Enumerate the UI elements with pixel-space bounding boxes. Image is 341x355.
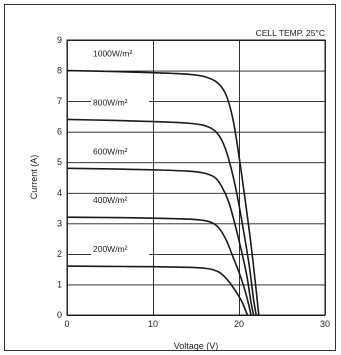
y-tick-label: 2 [57,249,62,259]
y-axis-title: Current (A) [29,155,39,200]
x-tick-labels: 0 10 20 30 [64,319,330,329]
y-tick-label: 4 [57,188,62,198]
annotation-bg [253,27,327,39]
cell-temp-annotation: CELL TEMP. 25°C [256,28,325,38]
y-tick-label: 7 [57,96,62,106]
series-label-bg [91,244,149,256]
series-label-bg [91,195,149,207]
y-tick-label: 6 [57,127,62,137]
y-tick-label: 0 [57,310,62,320]
y-tick-label: 3 [57,218,62,228]
series-lines [66,69,260,316]
series-line [66,265,249,316]
series-label-bg [91,97,149,109]
plot-area-border [66,39,326,316]
x-tick-label: 10 [148,319,158,329]
x-axis-title: Voltage (V) [174,341,219,351]
grid [67,40,326,316]
y-tick-label: 8 [57,66,62,76]
series-line [66,69,260,316]
series-label: 400W/m² [93,195,128,205]
chart-frame [4,4,336,351]
series-label-bg [91,146,149,158]
x-tick-label: 0 [64,319,69,329]
series-line [66,118,257,316]
series-label: 600W/m² [93,146,128,156]
series-line [66,167,255,316]
series-label: 800W/m² [93,97,128,107]
y-tick-label: 9 [57,35,62,45]
y-tick-label: 5 [57,157,62,167]
x-tick-label: 30 [320,319,330,329]
x-tick-label: 20 [234,319,244,329]
series-labels: 1000W/m² 800W/m² 600W/m² 400W/m² 200W/m² [91,48,149,256]
series-label-bg [91,48,149,60]
series-label: 200W/m² [93,244,128,254]
series-line [66,216,252,316]
y-tick-label: 1 [57,279,62,289]
series-label: 1000W/m² [93,49,132,59]
y-tick-labels: 0 1 2 3 4 5 6 7 8 9 [57,35,62,320]
